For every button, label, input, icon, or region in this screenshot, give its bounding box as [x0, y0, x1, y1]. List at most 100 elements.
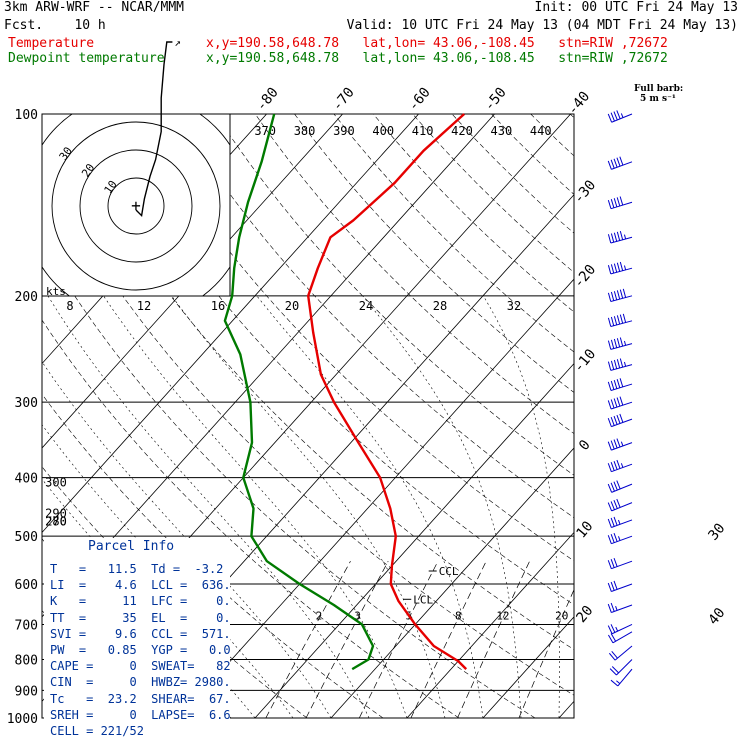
- wind-barb: [607, 378, 633, 391]
- temperature-legend-label: Temperature: [8, 36, 95, 51]
- wind-barb-flag: [619, 314, 624, 324]
- wind-barb-staff: [611, 583, 633, 592]
- forecast-hour: Fcst. 10 h: [4, 18, 106, 33]
- wind-barb-flag: [610, 159, 615, 169]
- hodograph-ring-label: 20: [79, 161, 97, 179]
- wind-barb-staff: [611, 560, 633, 570]
- wind-barb-staff: [616, 659, 633, 676]
- wind-barb-flag: [619, 261, 624, 271]
- wind-barb-staff: [611, 113, 633, 123]
- isotherm-label: 30: [705, 520, 728, 543]
- wind-barb: [607, 396, 633, 410]
- dry-adiabat-line: [42, 242, 536, 718]
- wind-barb-flag: [613, 415, 618, 425]
- wind-barb-flag: [619, 289, 624, 299]
- wind-barb-flag: [616, 338, 621, 348]
- wind-barb-flag: [619, 378, 624, 388]
- theta-label: 280: [45, 514, 67, 528]
- wind-barb-staff: [610, 295, 633, 302]
- isotherm-line: [635, 114, 740, 718]
- wind-barb-flag: [607, 560, 612, 569]
- wind-barb-flag: [613, 158, 618, 168]
- dewpoint-legend-label: Dewpoint temperature: [8, 51, 165, 66]
- wind-barb-flag: [610, 112, 615, 122]
- temperature-profile-line: [307, 113, 468, 670]
- theta-label: 290: [45, 507, 67, 521]
- wind-barb-flag: [610, 316, 615, 326]
- wind-barb-flag: [613, 516, 618, 526]
- wind-barb-flag: [610, 399, 615, 409]
- wind-barb-flag: [616, 459, 621, 469]
- parcel-info-title: Parcel Info: [88, 539, 175, 554]
- dry-adiabat-line: [97, 114, 574, 606]
- theta-label: 270: [45, 514, 67, 528]
- speed-axis-label: 16: [211, 299, 225, 313]
- isotherm-line: [42, 114, 343, 449]
- wind-barb-flag: [619, 337, 624, 347]
- wind-barb-flag: [607, 160, 612, 170]
- valid-time: Valid: 10 UTC Fri 24 May 13 (04 MDT Fri …: [346, 18, 738, 33]
- wind-barb: [608, 645, 633, 661]
- wind-barb-flag: [610, 534, 615, 543]
- wind-barb: [607, 580, 633, 592]
- pressure-tick-label: 700: [15, 618, 38, 633]
- wind-barb-flag: [610, 559, 615, 568]
- wind-barb-flag: [619, 230, 624, 240]
- wind-barb-staff: [610, 364, 633, 371]
- mixing-ratio-line: [305, 561, 389, 718]
- wind-barb: [607, 602, 633, 613]
- wind-barb-flag: [616, 197, 621, 207]
- wind-barb-half-flag: [620, 113, 624, 118]
- wind-barb-flag: [610, 462, 615, 471]
- dry-adiabat-line: [569, 114, 574, 119]
- hodograph-frame: [41, 113, 231, 297]
- wind-barb: [607, 498, 633, 512]
- wind-barb-flag: [616, 414, 621, 424]
- moist-adiabat-line: [42, 361, 332, 718]
- isotherm-line: [178, 278, 574, 718]
- wind-barb-flag: [607, 292, 612, 302]
- wind-barb: [609, 659, 633, 676]
- isotherm-label: -30: [571, 177, 600, 207]
- hodograph-units-label: kts: [46, 285, 66, 298]
- isotherm-line: [42, 114, 495, 618]
- parcel-info-row: SVI = 9.6 CCL = 571.: [50, 626, 231, 641]
- dry-adiabat-line: [294, 114, 574, 393]
- wind-barb: [607, 413, 633, 428]
- wind-barb-flag: [608, 634, 614, 644]
- wind-barb-flag: [610, 679, 619, 687]
- wind-barb-flag: [622, 288, 627, 298]
- speed-axis-label: 24: [359, 299, 373, 313]
- theta-label: 430: [491, 124, 513, 138]
- wind-barb: [607, 516, 633, 528]
- wind-barb-staff: [611, 161, 633, 170]
- model-title: 3km ARW-WRF -- NCAR/MMM: [4, 0, 185, 15]
- pressure-tick-label: 1000: [7, 712, 38, 727]
- lcl-label: LCL: [413, 593, 433, 606]
- barb-legend-title: Full barb:: [634, 84, 684, 94]
- theta-label: 300: [45, 476, 67, 490]
- wind-barb-staff: [611, 463, 633, 473]
- wind-barb-staff: [614, 645, 633, 661]
- wind-barb: [607, 110, 633, 123]
- isotherm-line: [254, 362, 574, 718]
- hodograph-ring-label: 30: [57, 145, 75, 163]
- wind-barb-flag: [613, 316, 618, 326]
- mixing-ratio-line: [265, 561, 351, 718]
- wind-barb-staff: [610, 267, 633, 275]
- isotherm-label: -10: [571, 346, 600, 376]
- wind-barb-flag: [607, 265, 612, 275]
- wind-barb-flag: [610, 482, 615, 492]
- hodograph-ring: [107, 177, 165, 235]
- hodograph-ring: [79, 149, 193, 263]
- wind-barb-flag: [616, 379, 621, 388]
- wind-barb: [607, 261, 633, 275]
- theta-label: 420: [451, 124, 473, 138]
- theta-label: 440: [530, 124, 552, 138]
- wind-barb-flag: [616, 110, 621, 119]
- wind-barb-flag: [607, 518, 612, 528]
- pressure-tick-label: 200: [15, 290, 38, 305]
- wind-barb-flag: [616, 231, 621, 241]
- pressure-tick-label: 800: [15, 653, 38, 668]
- mixing-ratio-line: [457, 561, 530, 718]
